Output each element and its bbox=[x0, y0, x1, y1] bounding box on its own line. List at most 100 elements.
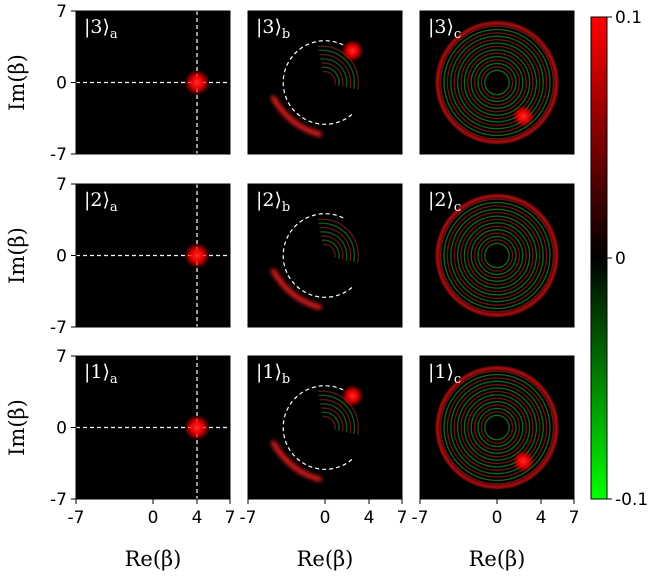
colorbar-tick-label: 0.1 bbox=[615, 8, 642, 28]
fringe bbox=[321, 66, 340, 86]
y-tick-label: 7 bbox=[56, 2, 67, 22]
fringe-ring bbox=[460, 390, 534, 465]
smeared-lobe bbox=[270, 95, 322, 137]
panel-label-sub: c bbox=[454, 200, 461, 215]
x-tick-label: 4 bbox=[192, 508, 203, 528]
fringe-ring bbox=[480, 239, 514, 272]
panel-2-2: |2⟩b bbox=[247, 183, 403, 328]
fringe bbox=[319, 398, 352, 434]
panel-3-2: |1⟩b bbox=[247, 355, 403, 500]
fringe-ring bbox=[463, 49, 531, 116]
panel-label-sub: b bbox=[282, 200, 290, 215]
y-tick-label: 7 bbox=[56, 175, 67, 195]
panel-background bbox=[248, 11, 402, 154]
x-tick-label: 4 bbox=[536, 508, 547, 528]
fringe-ring bbox=[484, 242, 510, 269]
wigner-peak bbox=[184, 414, 210, 441]
fringe-ring bbox=[456, 387, 538, 468]
fringe-ring bbox=[473, 232, 521, 279]
panel-frame bbox=[247, 10, 403, 155]
y-axis-label: Im(β) bbox=[5, 54, 29, 111]
y-tick-label: -7 bbox=[50, 145, 67, 165]
panel-frame bbox=[247, 183, 403, 328]
phase-arc bbox=[282, 385, 353, 470]
panel-background bbox=[420, 11, 574, 154]
panel-label-sub: a bbox=[110, 27, 118, 42]
panel-frame bbox=[419, 183, 575, 328]
fringe-ring bbox=[470, 56, 524, 109]
y-axis-label: Im(β) bbox=[5, 399, 29, 456]
fringe-ring bbox=[450, 208, 544, 303]
panel-label: |1⟩b bbox=[256, 361, 290, 387]
fringe bbox=[318, 49, 356, 90]
fringe-ring bbox=[477, 62, 517, 103]
colorbar: 0.1 0 -0.1 bbox=[590, 8, 648, 510]
fringe bbox=[322, 243, 336, 258]
outer-ring bbox=[435, 366, 559, 489]
fringe-ring bbox=[453, 212, 541, 299]
fringe bbox=[320, 403, 348, 433]
wigner-peak bbox=[512, 450, 535, 473]
y-tick-label: 0 bbox=[56, 74, 67, 94]
fringe-ring bbox=[473, 59, 521, 106]
colorbar-tick-label: -0.1 bbox=[615, 490, 648, 510]
fringe-ring bbox=[463, 222, 531, 289]
y-axis-label: Im(β) bbox=[5, 227, 29, 284]
fringe-ring bbox=[446, 205, 548, 306]
outer-ring bbox=[435, 194, 559, 317]
panel-grid: |3⟩a |3⟩b |3⟩c |2⟩a |2⟩b |2⟩c |1⟩a |1⟩b |1⟩c bbox=[75, 10, 575, 500]
fringe-ring bbox=[467, 397, 527, 458]
phase-arc bbox=[282, 40, 353, 125]
fringe-ring bbox=[446, 377, 548, 478]
fringe-ring bbox=[463, 394, 531, 461]
panel-label-sub: b bbox=[282, 27, 290, 42]
x-axis-label: Re(β) bbox=[469, 547, 526, 571]
x-tick-label: 4 bbox=[364, 508, 375, 528]
panel-1-1: |3⟩a bbox=[75, 10, 231, 155]
y-tick-label: 0 bbox=[56, 247, 67, 267]
fringe-ring bbox=[477, 235, 517, 276]
fringe bbox=[321, 239, 340, 259]
fringe bbox=[319, 53, 352, 89]
fringe-ring bbox=[480, 66, 514, 99]
wigner-peak bbox=[341, 39, 364, 62]
fringe bbox=[319, 226, 352, 262]
fringe-ring bbox=[477, 407, 517, 448]
fringe-ring bbox=[460, 45, 534, 120]
x-tick-label: 7 bbox=[569, 508, 580, 528]
fringe-ring bbox=[443, 201, 551, 310]
fringe bbox=[321, 62, 344, 87]
panel-label-sub: a bbox=[110, 372, 118, 387]
axes-labels: 7 0 -7 Im(β) 7 0 -7 Im(β) 7 0 -7 Im(β) -7 0 4 7 Re(β) -7 0… bbox=[5, 2, 579, 571]
fringe-ring bbox=[467, 225, 527, 286]
wigner-peak bbox=[512, 105, 535, 128]
panel-label-sub: c bbox=[454, 27, 461, 42]
fringe-ring bbox=[456, 42, 538, 123]
fringe-ring bbox=[446, 32, 548, 133]
fringe bbox=[321, 407, 344, 432]
panel-label-sub: c bbox=[454, 372, 461, 387]
y-tick-label: 0 bbox=[56, 419, 67, 439]
fringe-ring bbox=[456, 215, 538, 296]
panel-label-sub: b bbox=[282, 372, 290, 387]
fringe-ring bbox=[484, 414, 510, 441]
x-tick-label: 7 bbox=[225, 508, 236, 528]
panel-2-1: |2⟩a bbox=[75, 183, 231, 328]
y-tick-label: -7 bbox=[50, 318, 67, 338]
fringe bbox=[317, 218, 359, 263]
x-tick-label: 7 bbox=[397, 508, 408, 528]
fringe-ring bbox=[470, 229, 524, 282]
y-tick-label: -7 bbox=[50, 490, 67, 510]
panel-frame bbox=[419, 10, 575, 155]
panel-label-sub: a bbox=[110, 200, 118, 215]
fringe-ring bbox=[439, 198, 555, 313]
wigner-peak bbox=[184, 242, 210, 269]
fringe bbox=[318, 222, 356, 263]
fringe-ring bbox=[484, 69, 510, 96]
fringe-ring bbox=[439, 25, 555, 140]
x-tick-label: -7 bbox=[412, 508, 429, 528]
fringe-ring bbox=[443, 28, 551, 137]
panel-background bbox=[248, 356, 402, 499]
fringe-ring bbox=[450, 35, 544, 130]
